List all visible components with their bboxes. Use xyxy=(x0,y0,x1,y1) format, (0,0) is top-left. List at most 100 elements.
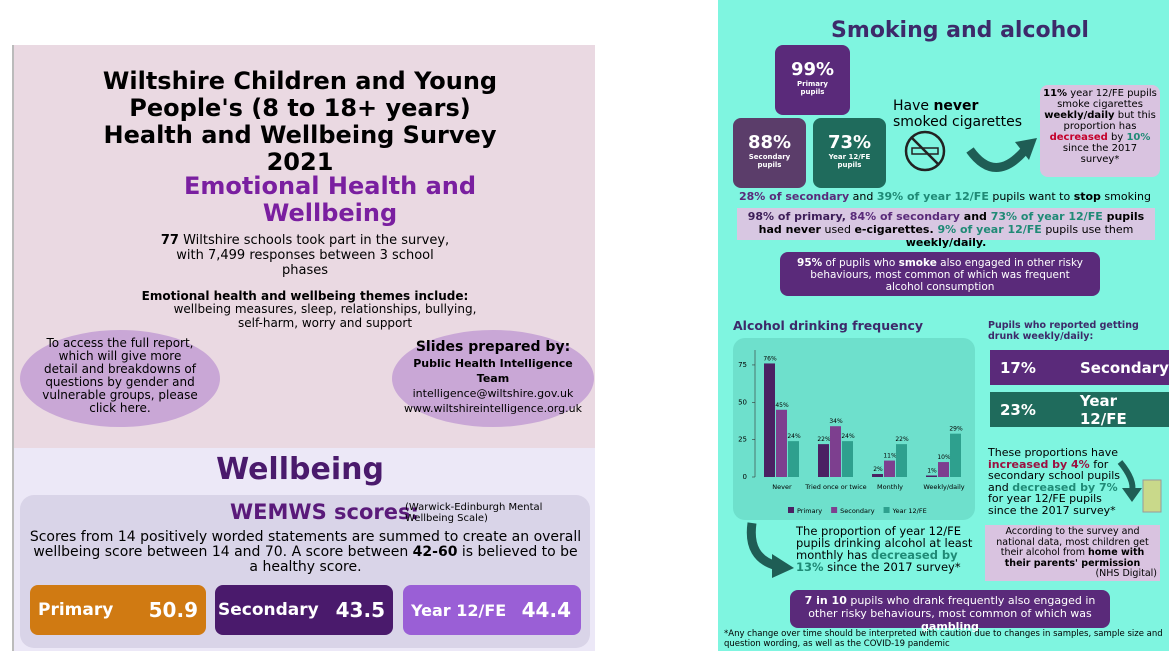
text: 84% of secondary xyxy=(849,210,960,223)
text: Year 12/FE xyxy=(1079,391,1127,428)
bar xyxy=(884,460,895,477)
text: and xyxy=(959,210,991,223)
text: of pupils who xyxy=(822,257,899,269)
bar xyxy=(764,363,775,477)
x-tick-label: Weekly/daily xyxy=(923,483,964,491)
text: but this proportion has xyxy=(1063,110,1156,132)
no-smoking-icon xyxy=(904,130,946,172)
y-tick-label: 75 xyxy=(738,361,747,369)
legend-swatch xyxy=(883,507,890,513)
prepared-by: Slides prepared by: Public Health Intell… xyxy=(392,330,594,427)
footnote: *Any change over time should be interpre… xyxy=(724,629,1163,649)
bar xyxy=(950,433,961,477)
text: pupils had xyxy=(758,210,1145,236)
drunk-trend: These proportions have increased by 4% f… xyxy=(988,447,1128,516)
chart: 0 25 50 75 Never 76% 45% 24% Tried once or twice… xyxy=(733,338,975,520)
text: 98% of primary, xyxy=(747,210,850,223)
monthly-trend: The proportion of year 12/FE pupils drin… xyxy=(796,525,976,573)
text: pupils who drank frequently also engaged… xyxy=(808,594,1096,620)
arrow xyxy=(746,522,794,578)
text: never xyxy=(933,98,979,114)
data-label: 22% xyxy=(895,436,909,443)
gambling-box: 7 in 10 pupils who drank frequently also… xyxy=(790,590,1110,633)
text: is believed to be a healthy score. xyxy=(249,544,578,575)
ecig-box: 98% of primary, 84% of secondary and 73%… xyxy=(737,208,1155,249)
legend-label: Secondary xyxy=(840,507,875,515)
never-smoked-box: 88% Secondary pupils xyxy=(733,118,806,188)
never-smoked-box: 99% Primary pupils xyxy=(775,45,850,115)
score-box: Secondary 43.5 xyxy=(215,585,393,635)
text: and xyxy=(849,190,877,203)
text: www.wiltshireintelligence.org.uk xyxy=(404,402,582,415)
wemwbs-text: Scores from 14 positively worded stateme… xyxy=(28,530,583,575)
data-label: 29% xyxy=(949,426,963,433)
text: increased by 4% xyxy=(988,457,1090,471)
data-label: 22% xyxy=(817,436,831,443)
survey-title: Wiltshire Children and Young People's (8… xyxy=(102,67,498,176)
bar xyxy=(776,409,787,477)
data-label: 2% xyxy=(873,466,883,473)
section-heading: Emotional Health and Wellbeing xyxy=(183,172,477,227)
text: pupils want to xyxy=(988,190,1074,203)
y-tick-label: 0 xyxy=(743,473,747,481)
text: The proportion of year 12/FE pupils drin… xyxy=(796,524,973,562)
text: Year 12/FE xyxy=(411,600,507,620)
text: Secondary pupils xyxy=(748,153,791,169)
shape xyxy=(772,554,794,578)
y-tick-label: 25 xyxy=(738,436,747,444)
text: 77 xyxy=(160,233,179,248)
score-box: Year 12/FE 44.4 xyxy=(403,585,581,635)
report-link[interactable]: To access the full report, which will gi… xyxy=(20,330,220,427)
never-smoked-box: 73% Year 12/FE pupils xyxy=(813,118,886,188)
text: These proportions have xyxy=(988,446,1118,459)
legend-swatch xyxy=(788,507,794,513)
text: year 12/FE pupils smoke cigarettes xyxy=(1057,88,1157,110)
text: for year 12/FE pupils since the 2017 sur… xyxy=(988,492,1116,517)
cig-trend-box: 11% year 12/FE pupils smoke cigarettes w… xyxy=(1040,85,1160,177)
text: 10% xyxy=(1126,132,1151,143)
text: gambling xyxy=(921,620,979,633)
text: year 12/FE xyxy=(976,223,1042,236)
data-label: 45% xyxy=(775,402,789,409)
text: Wiltshire schools took part in the surve… xyxy=(176,233,450,278)
text: 9% of xyxy=(933,223,977,236)
legend-label: Year 12/FE xyxy=(892,507,927,515)
data-label: 24% xyxy=(787,433,801,440)
text: 44.4 xyxy=(521,598,571,622)
text: decreased by 13% xyxy=(796,548,958,574)
stop-smoking: 28% of secondary and 39% of year 12/FE p… xyxy=(725,190,1165,203)
drunk-row: 17% Secondary xyxy=(990,350,1169,385)
bar xyxy=(788,441,799,477)
text: 39% of year 12/FE xyxy=(876,190,989,203)
text: Primary pupils xyxy=(796,80,828,96)
legend-swatch xyxy=(831,507,838,513)
text: 23% xyxy=(1000,400,1036,419)
bar xyxy=(818,444,829,477)
x-tick-label: Tried once or twice xyxy=(804,483,866,491)
shape xyxy=(1015,138,1037,160)
text: 28% of secondary xyxy=(739,190,850,203)
shape xyxy=(910,136,940,166)
y-tick-label: 50 xyxy=(738,398,747,406)
score-box: Primary 50.9 xyxy=(30,585,206,635)
text: Slides prepared by: xyxy=(415,339,571,355)
text: 50.9 xyxy=(148,598,198,622)
text: weekly/daily. xyxy=(905,236,987,249)
text: According to the survey and national dat… xyxy=(996,526,1149,558)
text: e-cigarettes. xyxy=(854,223,934,236)
bar xyxy=(872,474,883,477)
text: home with their parents' permission xyxy=(1004,547,1145,569)
text: Scores from 14 positively worded stateme… xyxy=(29,529,582,560)
text: 11% xyxy=(1043,88,1068,99)
text: for secondary school pupils and xyxy=(988,457,1121,494)
text: Primary xyxy=(38,600,114,620)
data-label: 10% xyxy=(937,454,951,461)
text: never xyxy=(785,223,821,236)
text: decreased by 7% xyxy=(1012,480,1118,494)
bar xyxy=(830,426,841,477)
text: 17% xyxy=(1000,358,1036,377)
text: 42-60 xyxy=(412,544,458,560)
drunk-heading: Pupils who reported getting drunk weekly… xyxy=(988,320,1139,342)
data-label: 11% xyxy=(883,453,897,460)
text: (NHS Digital) xyxy=(1095,568,1157,579)
